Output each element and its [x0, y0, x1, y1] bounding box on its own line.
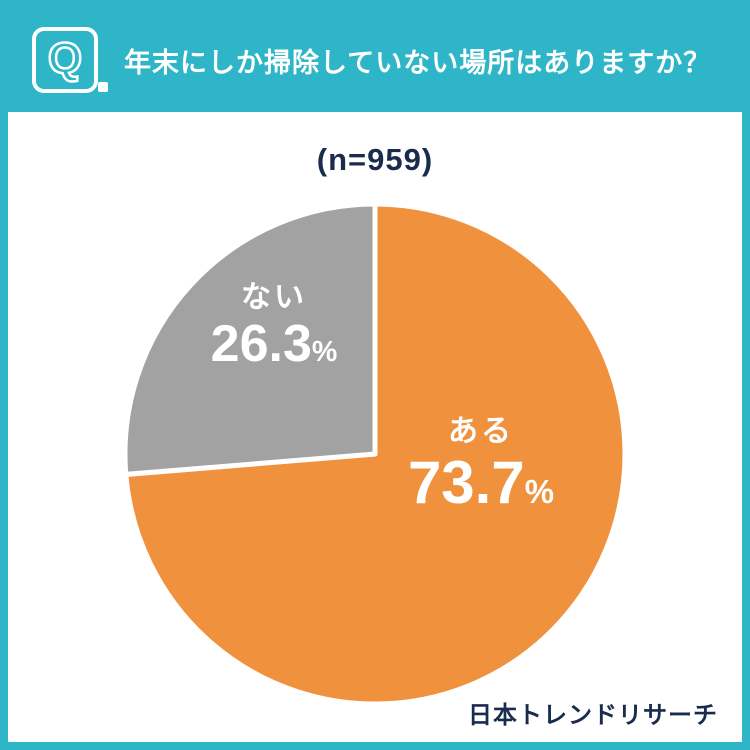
question-title: 年末にしか掃除していない場所はありますか？ — [124, 47, 712, 78]
q-logo: Q — [32, 27, 108, 93]
q-logo-dot — [98, 82, 108, 92]
question-header: Q 年末にしか掃除していない場所はありますか？ — [8, 8, 742, 112]
source-credit: 日本トレンドリサーチ — [468, 702, 718, 729]
pie-chart: ある 73.7% ない 26.3% — [119, 198, 631, 710]
pie-svg — [122, 201, 628, 707]
sample-size-label: (n=959) — [316, 142, 434, 177]
q-logo-letter: Q — [47, 34, 84, 83]
pie-slice-1 — [122, 201, 378, 477]
